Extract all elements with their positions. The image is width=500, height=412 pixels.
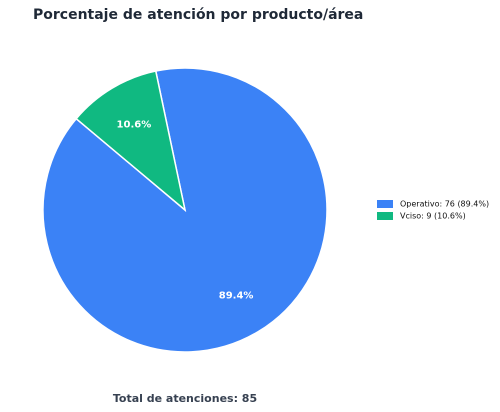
footer: Total de atenciones: 85 [113, 392, 257, 405]
legend-label: Vciso: 9 (10.6%) [400, 212, 466, 221]
pie-slice [75, 70, 187, 212]
slice-label: 10.6% [117, 120, 152, 131]
slice-label: 89.4% [219, 290, 254, 301]
legend-swatch [377, 212, 393, 220]
chart-title: Porcentaje de atención por producto/área [33, 7, 363, 23]
legend-swatch [377, 200, 393, 208]
legend-label: Operativo: 76 (89.4%) [400, 200, 489, 209]
